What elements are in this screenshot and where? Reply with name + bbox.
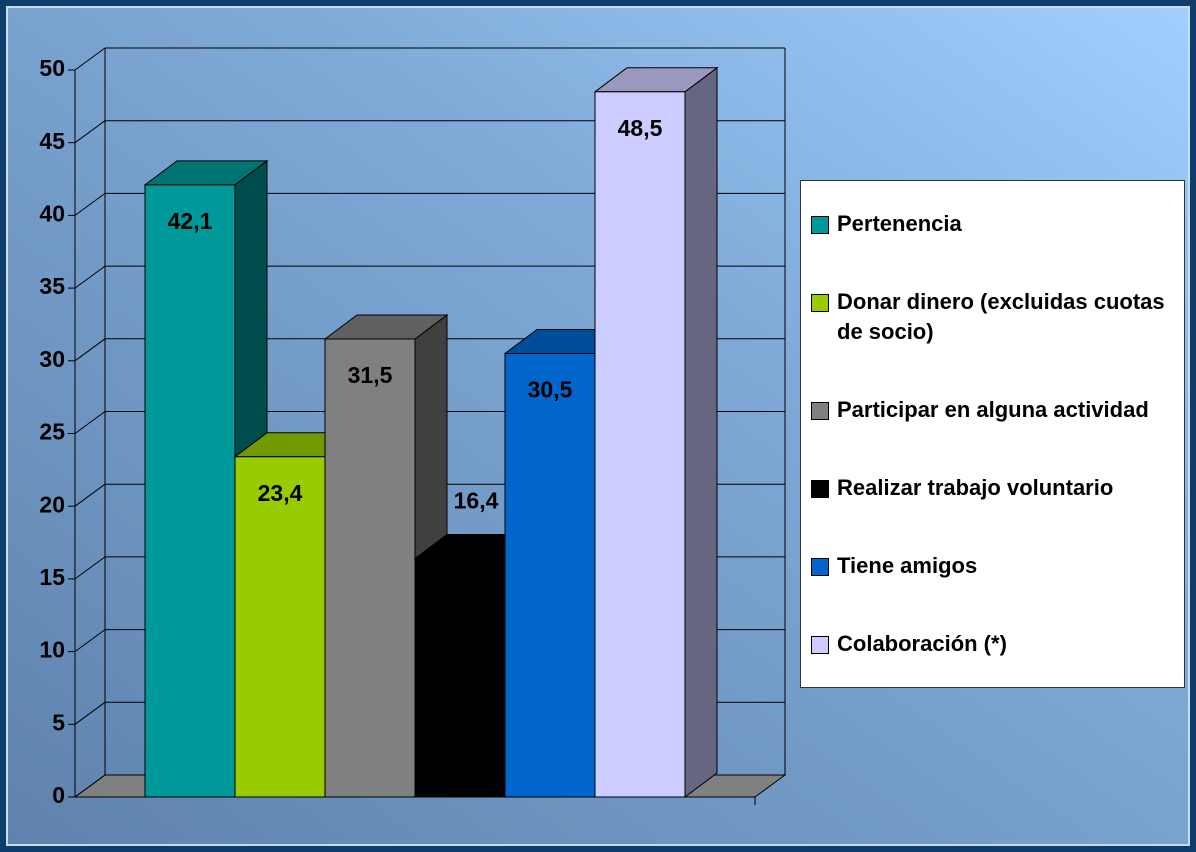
legend-swatch xyxy=(811,480,829,498)
data-label: 42,1 xyxy=(168,208,213,234)
bar xyxy=(144,184,236,798)
legend-swatch xyxy=(811,294,829,312)
legend-label: Realizar trabajo voluntario xyxy=(837,475,1114,500)
grid-line xyxy=(74,774,106,798)
y-tick-label: 0 xyxy=(52,782,65,808)
legend-item: Colaboración (*) xyxy=(811,629,1178,659)
grid-line xyxy=(74,192,106,216)
grid-line xyxy=(74,483,106,507)
bar xyxy=(234,456,326,798)
legend-item: Donar dinero (excluidas cuotas de socio) xyxy=(811,287,1178,347)
grid-line xyxy=(74,411,106,434)
data-label: 23,4 xyxy=(258,480,303,506)
data-label: 16,4 xyxy=(454,488,499,514)
y-tick-label: 30 xyxy=(39,346,65,372)
legend-item: Realizar trabajo voluntario xyxy=(811,473,1178,503)
legend-item: Pertenencia xyxy=(811,209,1178,239)
y-tick-label: 20 xyxy=(39,491,65,517)
bar xyxy=(504,353,596,798)
legend-item: Participar en alguna actividad xyxy=(811,395,1178,425)
bar xyxy=(414,558,506,798)
legend-label: Colaboración (*) xyxy=(837,631,1007,656)
data-label: 31,5 xyxy=(348,362,393,388)
data-label: 48,5 xyxy=(618,115,663,141)
legend-label: Participar en alguna actividad xyxy=(837,397,1149,422)
legend-item: Tiene amigos xyxy=(811,551,1178,581)
bar-side xyxy=(684,66,718,798)
grid-line xyxy=(74,338,106,362)
y-tick-label: 25 xyxy=(39,419,65,445)
legend-label: Pertenencia xyxy=(837,211,962,236)
grid-line xyxy=(74,629,106,653)
grid-line xyxy=(74,47,106,71)
y-tick-label: 35 xyxy=(39,273,65,299)
y-tick-label: 15 xyxy=(39,564,65,590)
grid-line xyxy=(74,556,106,580)
grid-line xyxy=(74,701,106,725)
legend-swatch xyxy=(811,558,829,576)
legend: Pertenencia Donar dinero (excluidas cuota… xyxy=(800,180,1185,688)
y-tick-label: 10 xyxy=(39,637,65,663)
legend-label: Tiene amigos xyxy=(837,553,978,578)
y-tick-label: 5 xyxy=(52,709,65,735)
legend-swatch xyxy=(811,216,829,234)
data-label: 30,5 xyxy=(528,377,573,403)
y-tick-label: 50 xyxy=(39,55,65,81)
bar xyxy=(594,91,686,798)
legend-swatch xyxy=(811,636,829,654)
grid-line xyxy=(74,120,106,144)
legend-swatch xyxy=(811,402,829,420)
y-tick-label: 40 xyxy=(39,200,65,226)
legend-label: Donar dinero (excluidas cuotas de socio) xyxy=(837,289,1165,344)
y-tick-label: 45 xyxy=(39,128,65,154)
bar xyxy=(324,338,416,798)
grid-line xyxy=(74,265,106,289)
